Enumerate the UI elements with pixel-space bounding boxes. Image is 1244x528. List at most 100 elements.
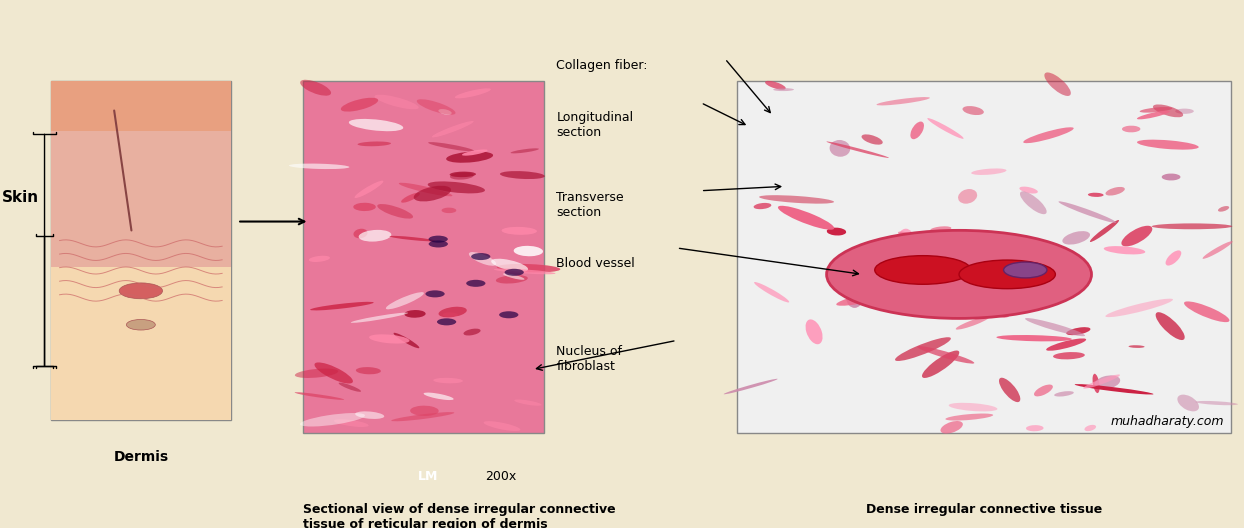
Ellipse shape [826,142,889,158]
Ellipse shape [1025,318,1085,336]
Ellipse shape [428,182,485,193]
Text: LM: LM [418,469,438,483]
Ellipse shape [877,97,929,106]
Ellipse shape [1218,206,1229,212]
Ellipse shape [922,351,959,378]
Ellipse shape [358,230,392,242]
Ellipse shape [911,121,924,139]
Ellipse shape [514,400,541,406]
Ellipse shape [999,378,1020,402]
Ellipse shape [1084,374,1120,389]
Ellipse shape [1184,301,1229,322]
FancyBboxPatch shape [51,81,231,131]
Ellipse shape [295,369,338,378]
Ellipse shape [765,81,786,90]
Ellipse shape [1046,338,1086,351]
Ellipse shape [1062,231,1090,244]
Ellipse shape [888,286,934,304]
Ellipse shape [353,203,376,211]
Ellipse shape [1020,191,1046,214]
Ellipse shape [846,289,862,308]
Ellipse shape [1176,109,1194,114]
Ellipse shape [1026,425,1044,431]
Ellipse shape [455,88,491,98]
Text: Dermis: Dermis [113,450,168,465]
Ellipse shape [1203,241,1233,259]
Ellipse shape [369,334,409,344]
Ellipse shape [424,393,454,400]
Ellipse shape [754,203,771,209]
Ellipse shape [759,195,833,204]
Ellipse shape [931,227,952,232]
Ellipse shape [386,292,424,309]
Ellipse shape [1152,223,1233,229]
Ellipse shape [356,367,381,374]
Ellipse shape [806,319,822,344]
Ellipse shape [341,98,378,111]
Ellipse shape [1103,246,1146,254]
Ellipse shape [414,186,452,202]
Ellipse shape [464,328,480,335]
FancyBboxPatch shape [736,81,1230,433]
FancyBboxPatch shape [51,81,231,420]
Text: Transverse
section: Transverse section [556,191,624,219]
Ellipse shape [300,80,331,96]
Ellipse shape [1106,187,1125,195]
Circle shape [499,311,519,318]
Ellipse shape [348,119,403,131]
Circle shape [429,240,448,248]
Ellipse shape [300,413,364,427]
Ellipse shape [353,229,367,238]
Ellipse shape [893,238,929,248]
Ellipse shape [963,106,984,115]
Ellipse shape [1140,107,1172,112]
Ellipse shape [975,299,1010,317]
Ellipse shape [1092,374,1100,393]
Ellipse shape [949,403,998,411]
Ellipse shape [972,168,1006,175]
FancyBboxPatch shape [51,267,231,420]
Text: muhadharaty.com: muhadharaty.com [1111,416,1224,429]
Ellipse shape [1162,174,1181,181]
Ellipse shape [309,256,330,262]
Ellipse shape [494,269,556,275]
Ellipse shape [355,411,384,419]
Circle shape [425,290,444,297]
Ellipse shape [1024,127,1074,143]
Circle shape [119,283,163,299]
Ellipse shape [491,259,527,272]
Ellipse shape [399,183,453,196]
Ellipse shape [1095,375,1120,389]
Ellipse shape [289,164,350,169]
Ellipse shape [447,152,493,163]
Ellipse shape [411,406,439,416]
Ellipse shape [1059,201,1116,223]
Ellipse shape [501,227,537,235]
Ellipse shape [310,302,373,310]
Ellipse shape [1001,279,1029,287]
Ellipse shape [432,121,474,137]
Ellipse shape [1122,126,1141,133]
Ellipse shape [417,99,455,115]
Ellipse shape [450,172,474,180]
Ellipse shape [449,172,476,177]
Ellipse shape [1054,391,1074,397]
Ellipse shape [439,307,466,317]
Ellipse shape [357,142,391,146]
Ellipse shape [404,310,425,318]
Circle shape [466,280,485,287]
Text: Skin: Skin [1,190,39,205]
Ellipse shape [377,204,413,219]
Ellipse shape [927,118,964,139]
Ellipse shape [1156,312,1184,340]
Ellipse shape [958,189,977,204]
Ellipse shape [389,236,435,241]
Ellipse shape [1137,111,1169,119]
Circle shape [429,235,448,243]
Circle shape [505,269,524,276]
Ellipse shape [496,275,527,284]
Ellipse shape [724,379,778,394]
Ellipse shape [1085,425,1096,431]
Ellipse shape [338,383,361,392]
Text: Longitudinal
section: Longitudinal section [556,111,633,139]
